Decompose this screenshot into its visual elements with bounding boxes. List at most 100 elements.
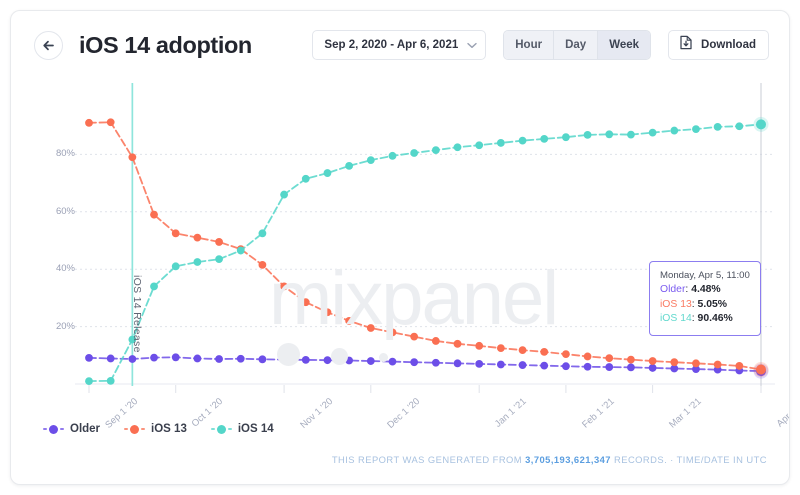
data-point[interactable] (496, 360, 505, 369)
legend-item-older[interactable]: Older (43, 423, 100, 435)
data-point[interactable] (605, 354, 614, 363)
data-point[interactable] (692, 359, 700, 368)
data-point[interactable] (366, 324, 375, 332)
data-point[interactable] (540, 361, 549, 370)
data-point[interactable] (648, 357, 657, 365)
data-point[interactable] (258, 355, 267, 364)
data-point[interactable] (605, 363, 614, 371)
data-point[interactable] (215, 355, 223, 363)
data-point[interactable] (475, 360, 484, 368)
data-point[interactable] (713, 360, 722, 369)
data-point[interactable] (670, 364, 679, 373)
data-point[interactable] (323, 169, 332, 177)
data-point[interactable] (388, 328, 397, 337)
data-point[interactable] (410, 358, 419, 367)
data-point[interactable] (518, 136, 527, 145)
data-point[interactable] (128, 335, 137, 344)
download-button[interactable]: Download (668, 30, 769, 60)
data-point[interactable] (756, 364, 766, 375)
back-button[interactable] (34, 30, 63, 60)
data-point[interactable] (150, 282, 158, 291)
data-point[interactable] (735, 122, 744, 131)
data-point[interactable] (735, 362, 744, 370)
data-point[interactable] (323, 356, 332, 365)
data-point[interactable] (171, 353, 180, 362)
data-point[interactable] (627, 130, 635, 139)
data-point[interactable] (453, 339, 462, 348)
data-point[interactable] (562, 362, 570, 371)
data-point[interactable] (670, 126, 679, 135)
data-point[interactable] (236, 354, 245, 363)
data-point[interactable] (518, 361, 527, 369)
data-point[interactable] (605, 130, 614, 139)
date-range-picker[interactable]: Sep 2, 2020 - Apr 6, 2021 (312, 30, 487, 60)
data-point[interactable] (85, 118, 93, 127)
line-chart-plot[interactable] (11, 79, 790, 434)
data-point[interactable] (280, 355, 288, 364)
data-point[interactable] (366, 156, 375, 165)
data-point[interactable] (475, 141, 484, 150)
data-point[interactable] (692, 125, 700, 134)
legend-item-ios13[interactable]: iOS 13 (124, 423, 187, 435)
data-point[interactable] (713, 122, 722, 131)
data-point[interactable] (583, 352, 592, 361)
data-point[interactable] (106, 118, 115, 127)
data-point[interactable] (756, 119, 766, 130)
data-point[interactable] (150, 210, 158, 219)
data-point[interactable] (431, 337, 440, 345)
data-point[interactable] (106, 376, 115, 385)
data-point[interactable] (171, 262, 180, 271)
granularity-option-week[interactable]: Week (598, 31, 651, 59)
data-point[interactable] (540, 347, 549, 356)
data-point[interactable] (301, 298, 310, 307)
data-point[interactable] (583, 130, 592, 139)
data-point[interactable] (345, 161, 354, 170)
data-point[interactable] (345, 356, 354, 365)
data-point[interactable] (215, 238, 223, 246)
data-point[interactable] (475, 341, 484, 350)
data-point[interactable] (648, 128, 657, 137)
data-point[interactable] (236, 246, 245, 255)
data-point[interactable] (193, 233, 202, 242)
data-point[interactable] (496, 139, 505, 147)
data-point[interactable] (366, 357, 375, 365)
granularity-toggle-group[interactable]: Hour Day Week (503, 30, 652, 60)
legend-item-ios14[interactable]: iOS 14 (210, 423, 274, 435)
data-point[interactable] (431, 146, 440, 154)
data-point[interactable] (562, 133, 570, 142)
data-point[interactable] (670, 358, 679, 367)
data-point[interactable] (215, 255, 223, 264)
data-point[interactable] (410, 149, 419, 157)
granularity-option-day[interactable]: Day (554, 31, 599, 59)
data-point[interactable] (128, 153, 137, 162)
data-point[interactable] (496, 344, 505, 353)
data-point[interactable] (301, 174, 310, 183)
data-point[interactable] (388, 357, 397, 366)
data-point[interactable] (627, 363, 635, 372)
data-point[interactable] (301, 355, 310, 364)
data-point[interactable] (627, 355, 635, 364)
data-point[interactable] (85, 353, 93, 362)
data-point[interactable] (150, 353, 158, 362)
data-point[interactable] (193, 354, 202, 363)
data-point[interactable] (280, 282, 288, 291)
data-point[interactable] (410, 332, 419, 341)
granularity-option-hour[interactable]: Hour (504, 31, 555, 59)
data-point[interactable] (692, 365, 700, 373)
data-point[interactable] (128, 355, 137, 363)
data-point[interactable] (540, 135, 549, 143)
data-point[interactable] (388, 151, 397, 160)
data-point[interactable] (85, 377, 93, 386)
data-point[interactable] (648, 364, 657, 372)
data-point[interactable] (193, 258, 202, 266)
data-point[interactable] (583, 362, 592, 371)
data-point[interactable] (431, 358, 440, 367)
data-point[interactable] (453, 359, 462, 368)
data-point[interactable] (345, 316, 354, 325)
data-point[interactable] (280, 190, 288, 199)
data-point[interactable] (562, 350, 570, 359)
data-point[interactable] (453, 143, 462, 152)
data-point[interactable] (323, 308, 332, 317)
data-point[interactable] (258, 260, 267, 269)
data-point[interactable] (518, 346, 527, 355)
